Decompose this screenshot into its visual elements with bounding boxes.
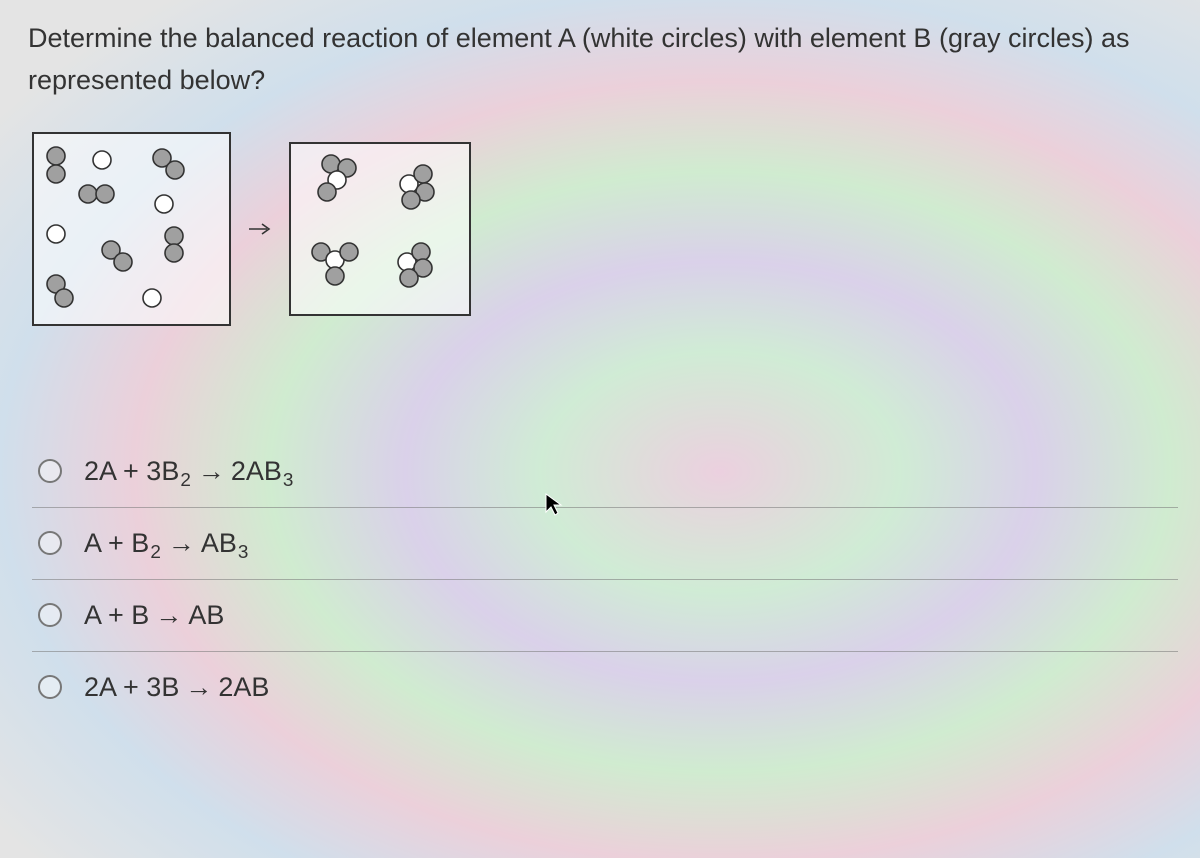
radio-button[interactable] xyxy=(38,675,62,699)
answer-options: 2A + 3B2 → 2AB3 A + B2 → AB3 A + B → AB 2A … xyxy=(32,436,1172,723)
option-label: A + B2 → AB3 xyxy=(84,528,249,559)
reaction-arrow-icon xyxy=(249,222,271,236)
answer-option[interactable]: A + B → AB xyxy=(32,579,1178,651)
products-panel xyxy=(289,142,471,316)
reaction-diagram xyxy=(32,132,1172,326)
reactants-panel xyxy=(32,132,231,326)
option-label: 2A + 3B2 → 2AB3 xyxy=(84,456,294,487)
answer-option[interactable]: 2A + 3B2 → 2AB3 xyxy=(32,436,1178,507)
option-label: A + B → AB xyxy=(84,600,224,631)
question-text: Determine the balanced reaction of eleme… xyxy=(28,18,1172,102)
answer-option[interactable]: A + B2 → AB3 xyxy=(32,507,1178,579)
radio-button[interactable] xyxy=(38,603,62,627)
answer-option[interactable]: 2A + 3B → 2AB xyxy=(32,651,1178,723)
option-label: 2A + 3B → 2AB xyxy=(84,672,269,703)
radio-button[interactable] xyxy=(38,531,62,555)
radio-button[interactable] xyxy=(38,459,62,483)
